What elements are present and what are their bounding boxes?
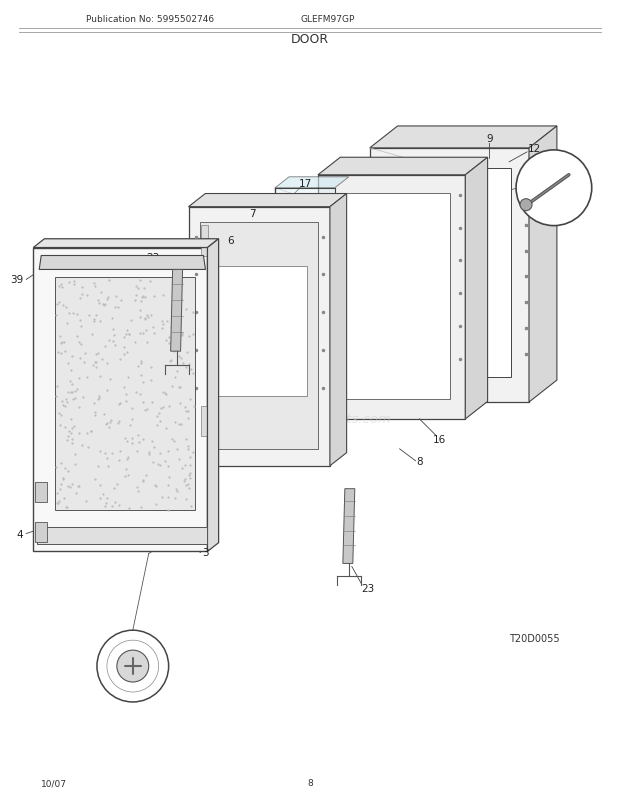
Polygon shape <box>275 188 335 427</box>
Polygon shape <box>330 194 347 466</box>
Text: T20D0055: T20D0055 <box>509 634 560 643</box>
Circle shape <box>117 650 149 683</box>
Polygon shape <box>370 148 529 403</box>
Circle shape <box>97 630 169 702</box>
Text: 17: 17 <box>298 179 312 188</box>
Polygon shape <box>202 407 208 436</box>
Polygon shape <box>170 270 182 352</box>
Circle shape <box>516 151 591 226</box>
Polygon shape <box>210 267 307 396</box>
Polygon shape <box>55 278 195 510</box>
Text: eReplacementParts.com: eReplacementParts.com <box>229 413 391 426</box>
Text: GLEFM97GP: GLEFM97GP <box>300 14 355 24</box>
Polygon shape <box>200 222 318 449</box>
Text: 6: 6 <box>227 235 234 245</box>
Polygon shape <box>370 127 557 148</box>
Text: 3: 3 <box>202 548 209 557</box>
Text: Publication No: 5995502746: Publication No: 5995502746 <box>86 14 214 24</box>
Text: 12: 12 <box>528 144 541 154</box>
Text: 23: 23 <box>146 253 159 263</box>
Text: DOOR: DOOR <box>291 33 329 46</box>
Text: 9: 9 <box>486 134 492 144</box>
Polygon shape <box>318 158 487 176</box>
Text: 23: 23 <box>361 584 374 593</box>
Text: 10/07: 10/07 <box>41 778 67 788</box>
Text: 10: 10 <box>542 184 555 193</box>
Polygon shape <box>37 527 208 544</box>
Circle shape <box>520 200 532 212</box>
Polygon shape <box>275 177 349 188</box>
Polygon shape <box>33 240 219 249</box>
Polygon shape <box>208 240 219 552</box>
Text: 8: 8 <box>416 456 423 466</box>
Text: 4: 4 <box>17 529 24 539</box>
Polygon shape <box>318 176 465 419</box>
Polygon shape <box>202 225 208 257</box>
Text: 8: 8 <box>307 778 313 788</box>
Polygon shape <box>39 256 205 270</box>
Polygon shape <box>188 194 347 208</box>
Text: 16: 16 <box>433 435 446 444</box>
Text: 52: 52 <box>122 260 135 270</box>
Text: 7: 7 <box>249 209 255 218</box>
Polygon shape <box>35 482 47 502</box>
Polygon shape <box>35 522 47 542</box>
Polygon shape <box>333 193 450 399</box>
Polygon shape <box>33 249 208 552</box>
Text: 39: 39 <box>10 275 24 285</box>
Polygon shape <box>465 158 487 419</box>
Polygon shape <box>188 208 330 466</box>
Polygon shape <box>388 168 511 378</box>
Polygon shape <box>343 489 355 564</box>
Text: 60B: 60B <box>110 662 127 670</box>
Polygon shape <box>529 127 557 403</box>
